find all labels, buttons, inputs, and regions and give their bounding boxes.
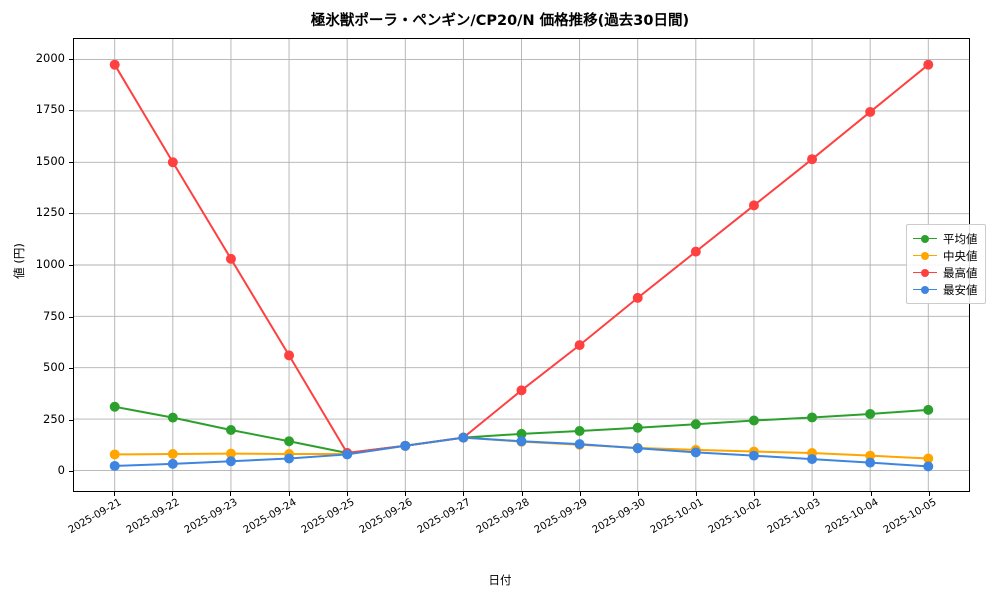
y-tick-label: 500: [43, 360, 65, 375]
data-point: [865, 450, 876, 461]
data-point: [109, 59, 120, 70]
legend-marker-icon: [913, 267, 937, 279]
x-tick-mark: [463, 492, 465, 496]
x-tick-mark: [696, 492, 698, 496]
y-tick-label: 2000: [35, 50, 65, 65]
data-point: [516, 436, 527, 447]
y-tick-label: 1500: [35, 153, 65, 168]
data-point: [923, 59, 934, 70]
data-point: [574, 439, 585, 450]
series-layer: [109, 59, 934, 472]
y-tick-mark: [69, 419, 73, 421]
legend-label: 最安値: [943, 282, 978, 297]
x-tick-mark: [405, 492, 407, 496]
data-point: [516, 428, 527, 439]
x-tick-mark: [521, 492, 523, 496]
legend-marker-icon: [913, 284, 937, 296]
data-point: [574, 340, 585, 351]
data-point: [109, 449, 120, 460]
data-point: [865, 457, 876, 468]
data-point: [690, 447, 701, 458]
y-tick-mark: [69, 316, 73, 318]
data-point: [284, 453, 295, 464]
y-tick-mark: [69, 213, 73, 215]
x-tick-mark: [113, 492, 115, 496]
data-point: [516, 385, 527, 396]
y-tick-label: 750: [43, 308, 65, 323]
data-point: [167, 458, 178, 469]
data-point: [807, 154, 818, 165]
legend-label: 中央値: [943, 248, 978, 263]
data-point: [748, 415, 759, 426]
data-point: [167, 449, 178, 459]
x-tick-mark: [346, 492, 348, 496]
data-point: [923, 461, 934, 472]
x-tick-mark: [929, 492, 931, 496]
y-tick-label: 1000: [35, 257, 65, 271]
data-point: [807, 412, 818, 423]
data-point: [400, 440, 411, 451]
data-point: [690, 419, 701, 430]
y-tick-label: 250: [43, 411, 65, 426]
y-tick-mark: [69, 110, 73, 112]
y-tick-label: 0: [57, 463, 65, 478]
y-tick-mark: [69, 471, 73, 473]
x-tick-mark: [637, 492, 639, 496]
data-point: [923, 404, 934, 415]
data-point: [225, 448, 236, 459]
legend-item-2[interactable]: 最高値: [913, 264, 978, 281]
y-tick-mark: [69, 161, 73, 163]
data-point: [632, 443, 643, 454]
x-tick-mark: [230, 492, 232, 496]
data-point: [690, 246, 701, 257]
y-tick-mark: [69, 58, 73, 60]
data-point: [284, 436, 295, 447]
legend-item-0[interactable]: 平均値: [913, 230, 978, 247]
data-point: [225, 425, 236, 435]
legend-marker-icon: [913, 250, 937, 262]
data-point: [865, 106, 876, 117]
data-point: [865, 408, 876, 419]
data-point: [748, 450, 759, 461]
x-tick-mark: [812, 492, 814, 496]
data-point: [109, 460, 120, 471]
data-point: [109, 401, 120, 412]
data-point: [923, 453, 934, 464]
x-tick-mark: [288, 492, 290, 496]
data-point: [632, 292, 643, 303]
y-tick-label: 1250: [35, 205, 65, 220]
chart-legend: 平均値中央値最高値最安値: [906, 224, 986, 304]
data-point: [748, 200, 759, 211]
data-point: [574, 426, 585, 436]
y-tick-mark: [69, 368, 73, 370]
data-point: [458, 432, 469, 443]
data-point: [807, 454, 818, 465]
data-point: [225, 456, 236, 467]
legend-item-1[interactable]: 中央値: [913, 247, 978, 264]
legend-label: 平均値: [943, 231, 978, 246]
legend-label: 最高値: [943, 265, 978, 280]
data-point: [225, 253, 236, 264]
x-tick-mark: [870, 492, 872, 496]
legend-item-3[interactable]: 最安値: [913, 281, 978, 298]
plot-area: [73, 38, 970, 492]
page-title: 極氷獣ポーラ・ペンギン/CP20/N 価格推移(過去30日間): [310, 13, 690, 29]
data-point: [632, 422, 643, 433]
x-tick-mark: [172, 492, 174, 496]
data-point: [167, 412, 178, 423]
x-tick-mark: [579, 492, 581, 496]
data-point: [167, 157, 178, 168]
data-point: [284, 350, 295, 361]
y-tick-mark: [69, 265, 73, 266]
data-point: [342, 449, 353, 460]
y-tick-label: 1750: [35, 102, 65, 117]
x-axis-label: 日付: [488, 573, 512, 587]
legend-marker-icon: [913, 233, 937, 245]
x-tick-mark: [754, 492, 756, 496]
